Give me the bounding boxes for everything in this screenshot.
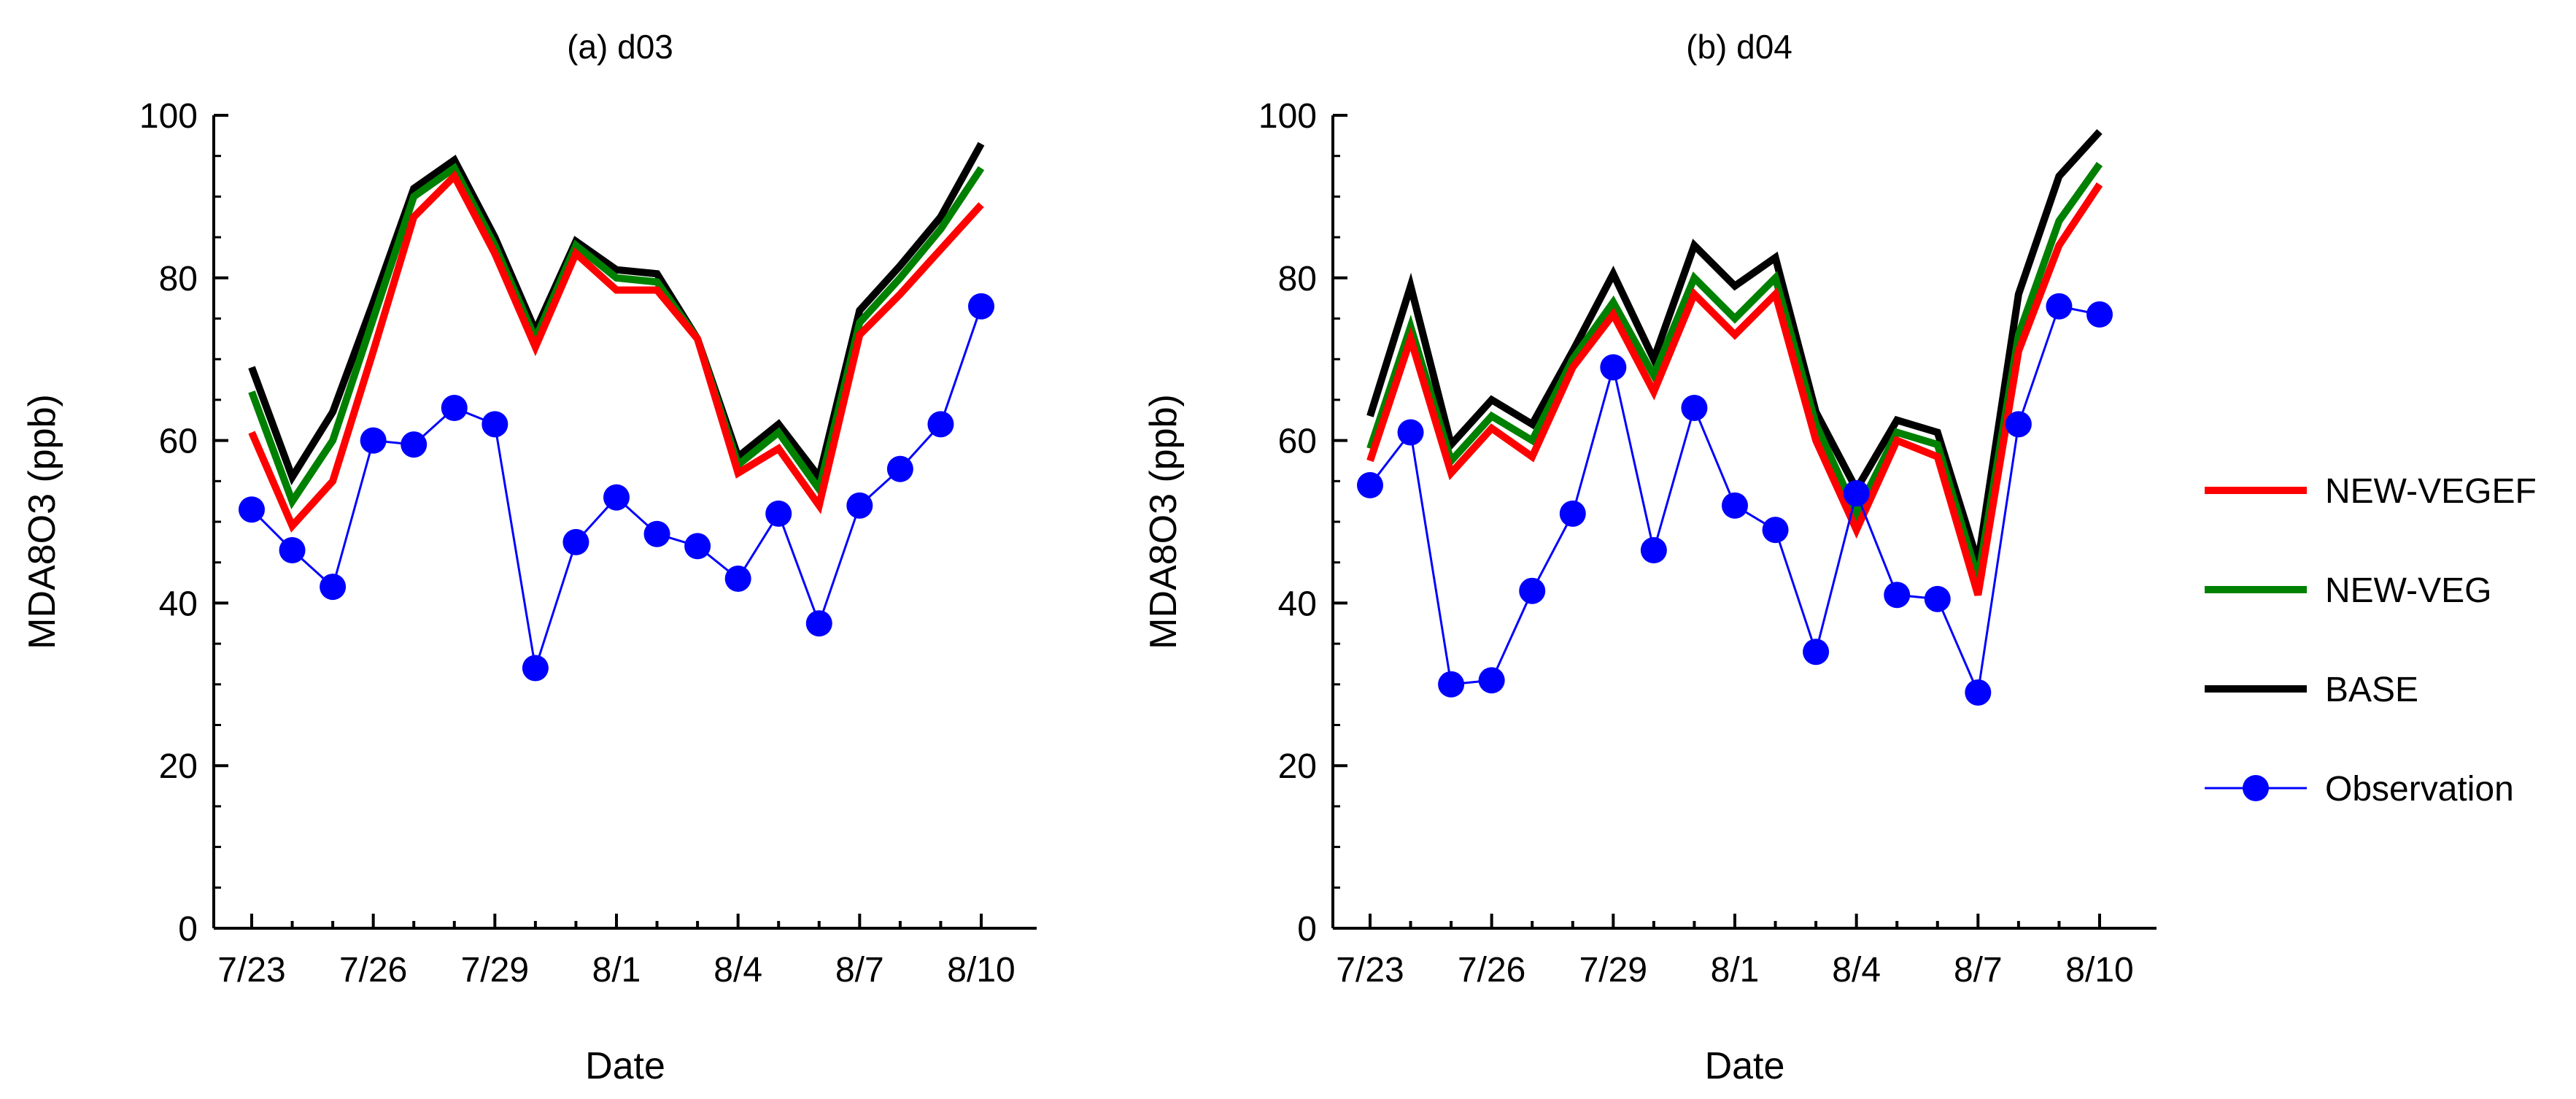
- observation-point: [1843, 480, 1870, 507]
- observation-point: [968, 293, 994, 320]
- x-tick-label: 8/7: [1954, 951, 2003, 990]
- legend-label-new-veg: NEW-VEG: [2325, 571, 2491, 610]
- y-tick-label: 60: [159, 423, 198, 461]
- observation-point: [1640, 536, 1667, 563]
- observation-point: [1559, 500, 1586, 527]
- observation-point: [684, 533, 711, 560]
- observation-point: [239, 496, 265, 523]
- observation-point: [724, 565, 751, 592]
- y-tick-label: 40: [1278, 585, 1317, 623]
- x-tick-label: 7/26: [1458, 951, 1525, 990]
- series-line-new-veg: [248, 163, 985, 510]
- chart-title: (b) d04: [1686, 28, 1792, 66]
- observation-point: [805, 610, 832, 637]
- x-tick-label: 8/10: [947, 951, 1015, 990]
- x-axis-label: Date: [585, 1045, 665, 1087]
- x-tick-label: 7/29: [461, 951, 529, 990]
- x-tick-label: 8/10: [2065, 951, 2133, 990]
- observation-point: [846, 492, 873, 519]
- observation-point: [401, 431, 428, 458]
- observation-point: [1803, 639, 1830, 666]
- observation-point: [481, 411, 508, 438]
- chart-panel-d04: (b) d04 0 20 40 60 80 100 7/23 7/26 7/29 8/1 8/4 8/7…: [1142, 28, 2157, 1087]
- observation-point: [2046, 293, 2073, 320]
- observation-point: [603, 484, 630, 511]
- observation-point: [1438, 671, 1465, 698]
- x-tick-label: 7/23: [217, 951, 285, 990]
- x-tick-label: 8/4: [1832, 951, 1881, 990]
- y-tick-label: 20: [1278, 747, 1317, 786]
- observation-point: [279, 536, 306, 563]
- x-tick-label: 8/4: [713, 951, 762, 990]
- y-tick-label: 20: [159, 747, 198, 786]
- y-tick-label: 60: [1278, 423, 1317, 461]
- observation-point: [1681, 395, 1708, 422]
- legend-label-new-vegef: NEW-VEGEF: [2325, 472, 2537, 511]
- y-axis-label: MDA8O3 (ppb): [21, 394, 63, 649]
- y-tick-label: 0: [1297, 910, 1317, 949]
- legend: NEW-VEGEF NEW-VEG BASE Observation: [2205, 472, 2537, 809]
- observation-point: [1357, 471, 1383, 498]
- observation-point: [522, 655, 549, 682]
- legend-label-base: BASE: [2325, 671, 2418, 709]
- x-tick-label: 7/23: [1336, 951, 1404, 990]
- legend-label-observation: Observation: [2325, 770, 2514, 809]
- x-tick-label: 8/1: [592, 951, 641, 990]
- series-line-base: [248, 142, 985, 486]
- x-tick-label: 8/7: [835, 951, 884, 990]
- observation-point: [441, 395, 468, 422]
- legend-marker-observation: [2243, 775, 2269, 801]
- y-tick-label: 80: [159, 260, 198, 298]
- x-tick-label: 7/26: [339, 951, 407, 990]
- observation-point: [2005, 411, 2032, 438]
- observation-point: [1397, 419, 1424, 446]
- y-axis-label: MDA8O3 (ppb): [1142, 394, 1185, 649]
- observation-point: [886, 455, 913, 482]
- observation-point: [1965, 679, 1992, 706]
- observation-point: [1924, 585, 1951, 612]
- x-axis-label: Date: [1705, 1045, 1785, 1087]
- observation-point: [1762, 517, 1789, 544]
- observation-point: [1600, 354, 1627, 381]
- observation-point: [765, 500, 792, 527]
- series-line-new-vegef: [1366, 182, 2103, 596]
- observation-point: [927, 411, 954, 438]
- y-tick-label: 0: [178, 910, 198, 949]
- chart-title: (a) d03: [567, 28, 673, 66]
- observation-point: [1884, 582, 1911, 609]
- observation-point: [1478, 667, 1505, 694]
- x-tick-label: 8/1: [1711, 951, 1760, 990]
- observation-point: [562, 528, 589, 555]
- y-tick-label: 100: [139, 97, 198, 136]
- observation-point: [360, 427, 387, 454]
- y-tick-label: 40: [159, 585, 198, 623]
- observation-point: [1519, 577, 1546, 604]
- observation-point: [643, 520, 670, 547]
- observation-point: [320, 574, 347, 601]
- y-tick-label: 80: [1278, 260, 1317, 298]
- chart-panel-d03: (a) d03 0 20 40 60 80 100 7/23 7/26 7/29 8/1 8/4 8/7…: [21, 28, 1037, 1087]
- x-tick-label: 7/29: [1579, 951, 1647, 990]
- observation-point: [2086, 301, 2113, 328]
- y-tick-label: 100: [1258, 97, 1317, 136]
- observation-point: [1722, 492, 1748, 519]
- series-line-new-vegef: [248, 170, 984, 533]
